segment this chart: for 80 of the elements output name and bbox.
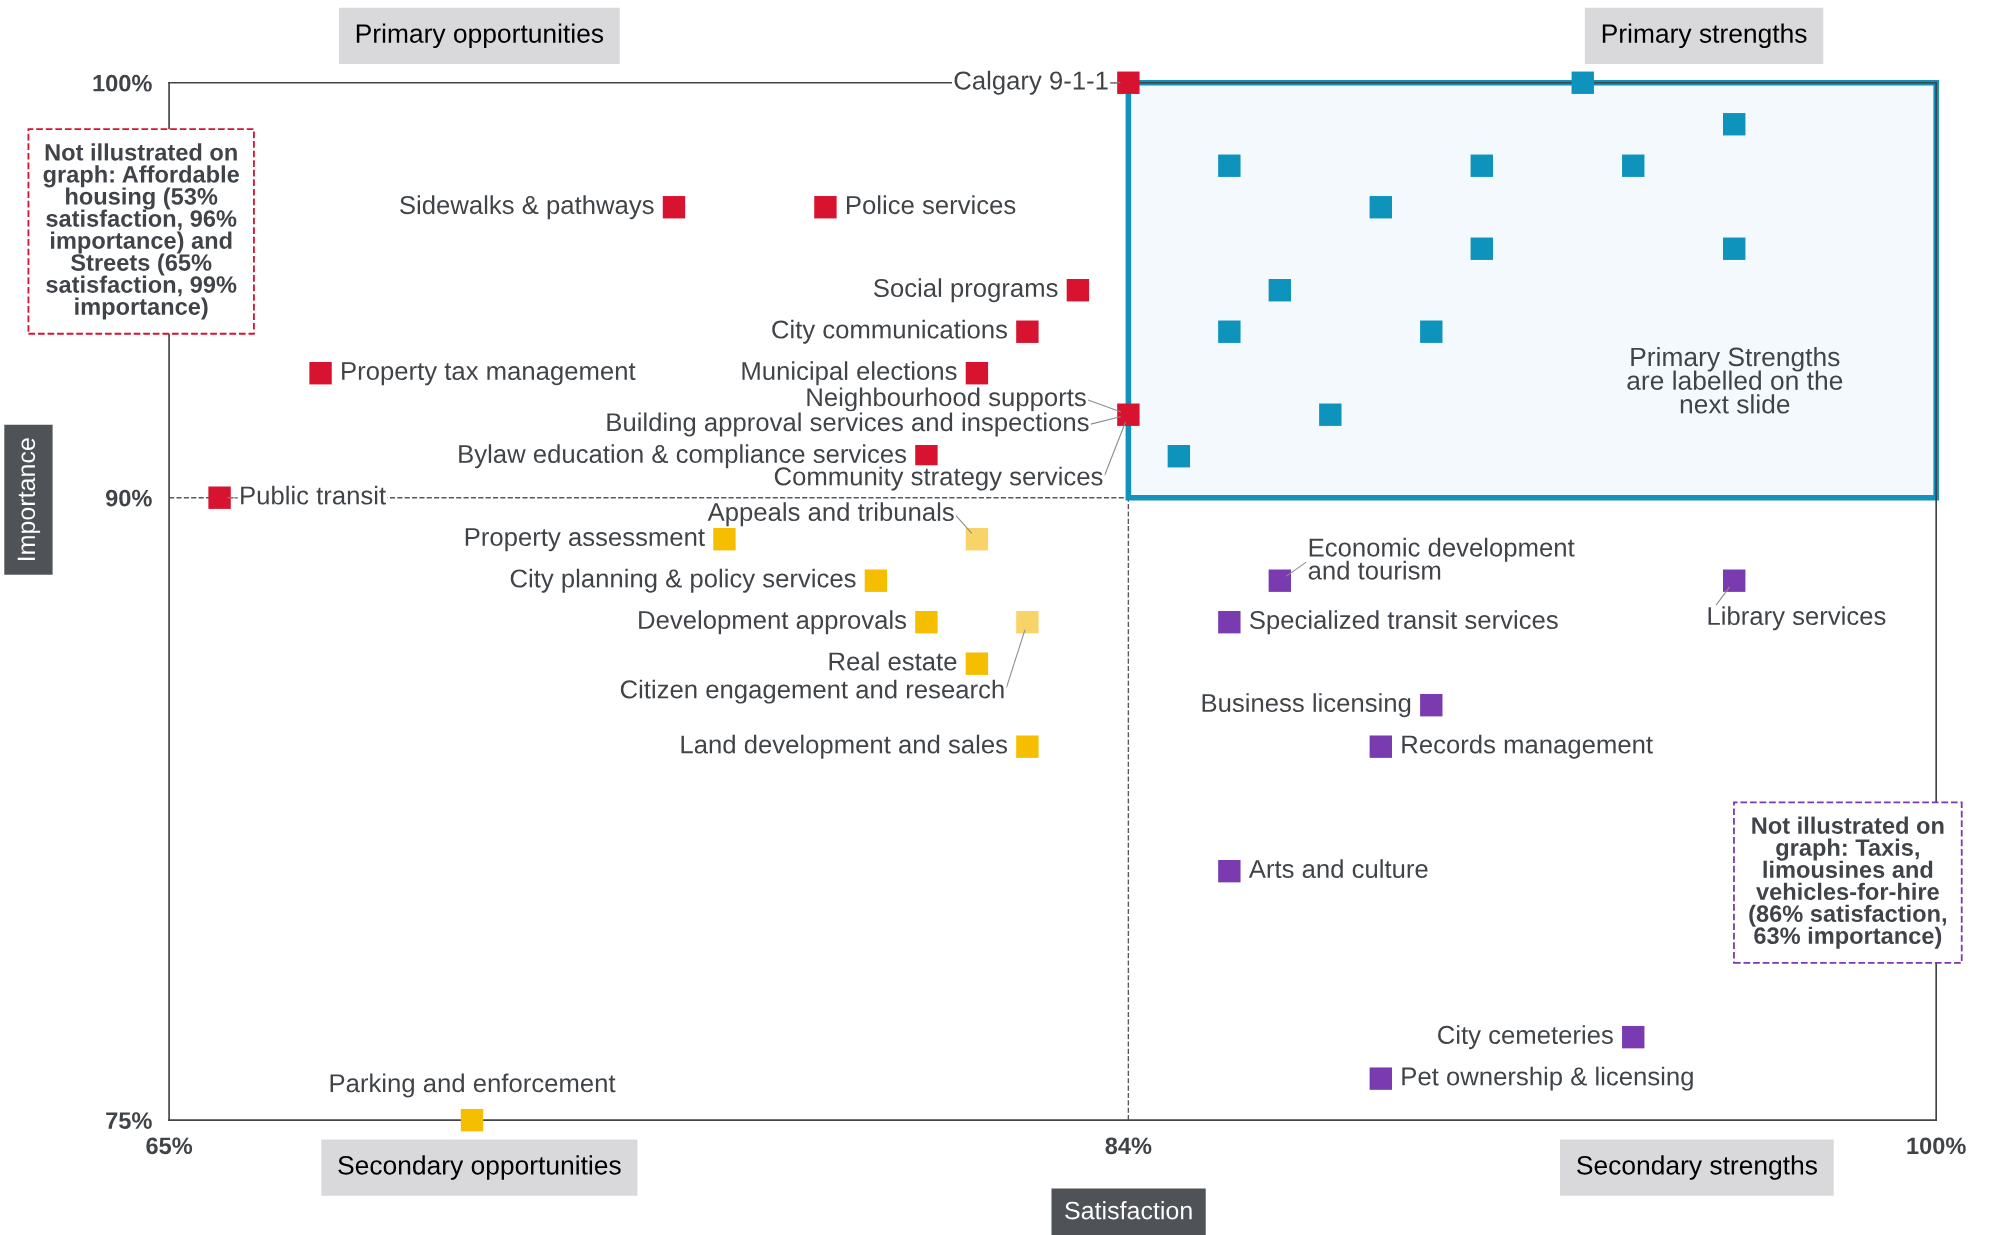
- point: [1066, 279, 1090, 302]
- point: [1016, 320, 1039, 343]
- annotation: Citizen engagement and research: [620, 679, 1004, 704]
- point: [713, 528, 736, 551]
- annotation: Library services: [1708, 606, 1886, 631]
- text: Primary strengths: [1602, 23, 1807, 49]
- point: [208, 486, 231, 509]
- point: [1369, 196, 1392, 219]
- point: [1420, 693, 1443, 717]
- annotation: Not illustrated on graph: Taxis, limousines and vehicles-for-hire (86% satisfaction, 63% importance): [1749, 816, 1946, 949]
- point: [1470, 154, 1493, 177]
- annotation: Real estate: [829, 651, 957, 671]
- point: [915, 611, 938, 634]
- annotation: Neighbourhood supports: [807, 387, 1086, 412]
- x-tick-label: 65%: [146, 1137, 193, 1155]
- annotation: Primary Strengths are labelled on the next slide: [1627, 346, 1843, 414]
- point: [1571, 71, 1594, 94]
- annotation: City communications: [772, 319, 1008, 344]
- y-tick-label: 90%: [105, 489, 152, 507]
- point: [1117, 403, 1140, 426]
- y-tick-label: 75%: [106, 1112, 152, 1129]
- point: [1622, 154, 1645, 177]
- x-tick-label: 100%: [1907, 1137, 1966, 1155]
- point: [965, 528, 989, 551]
- point: [309, 362, 332, 385]
- point: [1723, 113, 1746, 136]
- x-axis-title: Satisfaction: [1065, 1201, 1192, 1220]
- annotation: Sidewalks & pathways: [400, 195, 654, 220]
- annotation: Arts and culture: [1248, 859, 1428, 879]
- point: [965, 362, 989, 385]
- annotation: Pet ownership & licensing: [1402, 1066, 1693, 1091]
- annotation: Appeals and tribunals: [707, 502, 954, 527]
- text: Primary opportunities: [356, 23, 604, 49]
- annotation: Land development and sales: [681, 734, 1008, 759]
- point: [1723, 237, 1746, 260]
- annotation: Police services: [846, 195, 1016, 215]
- annotation: Development approvals: [639, 610, 907, 635]
- y-tick-label: 100%: [93, 74, 152, 92]
- annotation: Business licensing: [1202, 693, 1411, 718]
- annotation: Building approval services and inspections: [607, 412, 1089, 437]
- point: [1218, 154, 1241, 177]
- annotation: Social programs: [873, 278, 1058, 303]
- point: [864, 569, 888, 592]
- annotation: Economic development and tourism: [1308, 537, 1575, 580]
- point: [1218, 859, 1241, 883]
- point: [814, 196, 837, 219]
- point: [1218, 320, 1241, 343]
- point: [1622, 1025, 1645, 1049]
- y-axis-title: Importance: [17, 438, 41, 560]
- point: [1470, 237, 1493, 260]
- annotation: Calgary 9-1-1: [954, 70, 1108, 95]
- point: [1117, 71, 1140, 94]
- annotation: City cemeteries: [1438, 1025, 1613, 1050]
- point: [1016, 735, 1039, 758]
- point: [1218, 611, 1241, 634]
- annotation: Municipal elections: [742, 361, 957, 386]
- text: Secondary strengths: [1577, 1155, 1817, 1180]
- point: [1268, 279, 1292, 302]
- annotation: Property tax management: [342, 362, 636, 386]
- point: [1369, 1067, 1392, 1090]
- point: [1369, 735, 1392, 758]
- annotation: Specialized transit services: [1249, 610, 1558, 635]
- annotation: Property assessment: [465, 528, 705, 552]
- point: [1420, 320, 1443, 343]
- annotation: Parking and enforcement: [330, 1073, 616, 1098]
- point: [915, 445, 938, 468]
- annotation: City planning & policy services: [510, 568, 856, 593]
- point: [1167, 445, 1191, 468]
- point: [965, 652, 989, 675]
- point: [460, 1108, 484, 1132]
- point: [1268, 569, 1292, 592]
- point: [1319, 403, 1342, 426]
- x-tick-label: 84%: [1105, 1137, 1152, 1155]
- point: [662, 196, 686, 219]
- annotation: Records management: [1402, 734, 1653, 759]
- annotation: Public transit: [241, 485, 386, 505]
- text: Secondary opportunities: [338, 1155, 621, 1180]
- annotation: Not illustrated on graph: Affordable housing (53% satisfaction, 96% importance) and Streets (65% satisfaction, 99% importance): [43, 143, 239, 320]
- point: [1016, 611, 1039, 634]
- point: [1723, 569, 1746, 592]
